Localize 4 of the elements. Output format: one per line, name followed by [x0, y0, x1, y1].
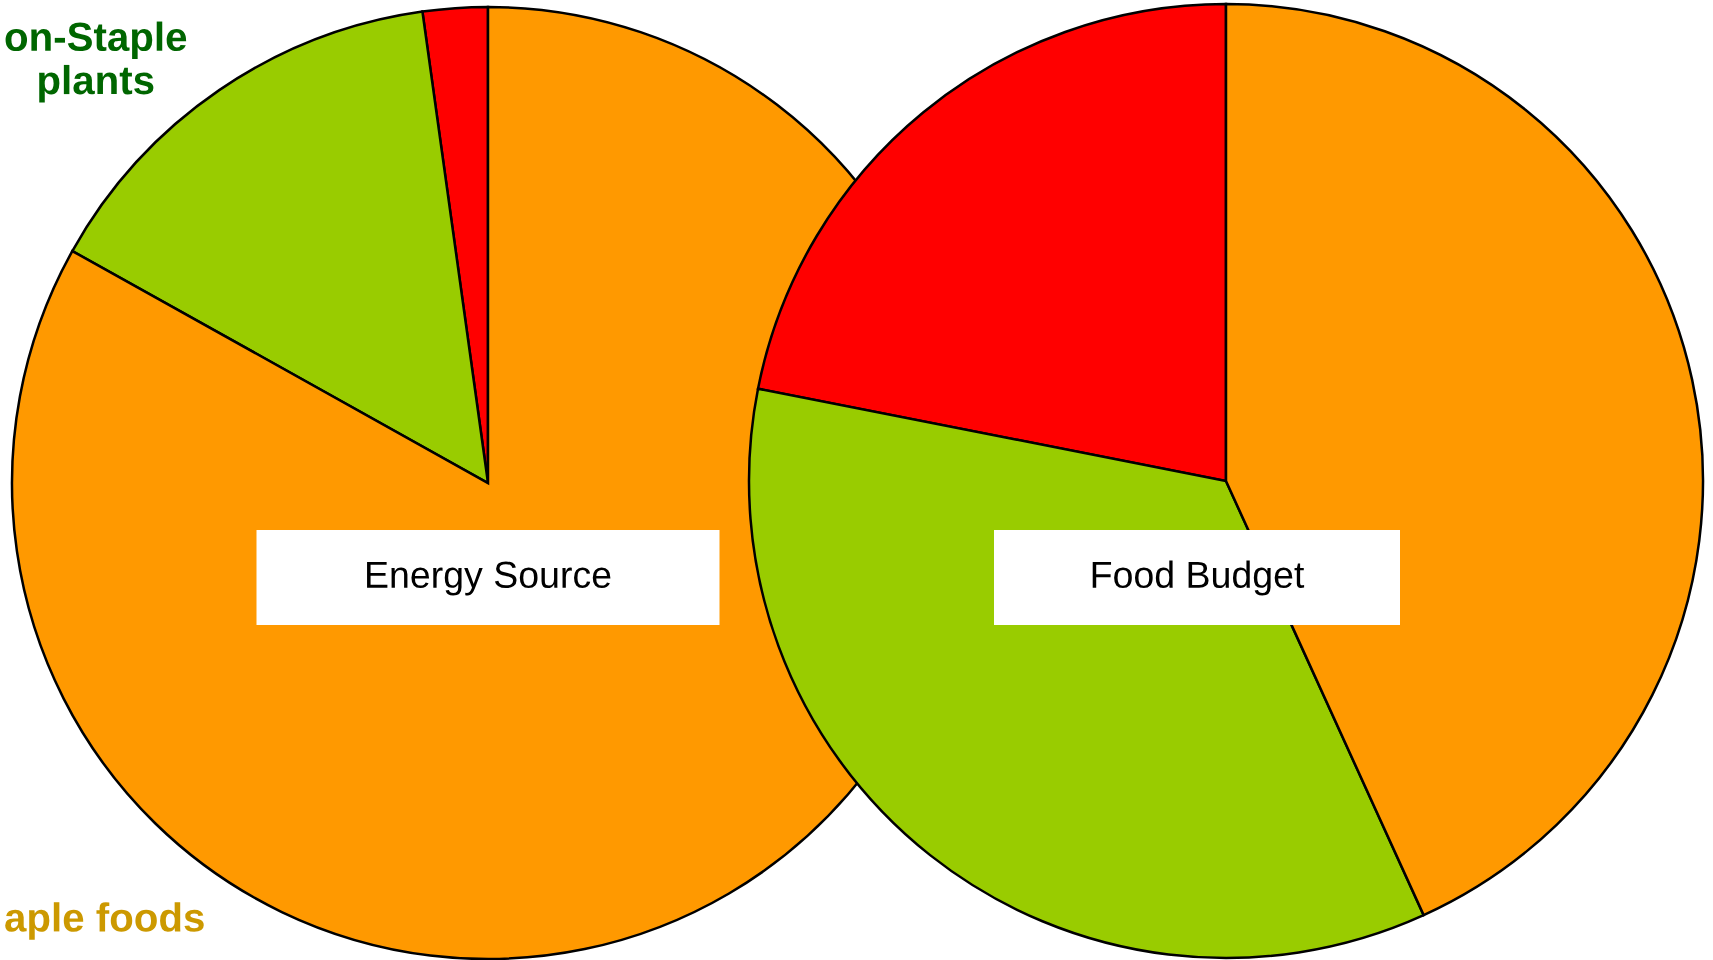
text: Food Budget [1092, 560, 1305, 596]
slice-label: aple foods [5, 902, 204, 940]
slice-label: on-Staple plants [5, 21, 187, 103]
text: Energy Source [367, 561, 611, 596]
